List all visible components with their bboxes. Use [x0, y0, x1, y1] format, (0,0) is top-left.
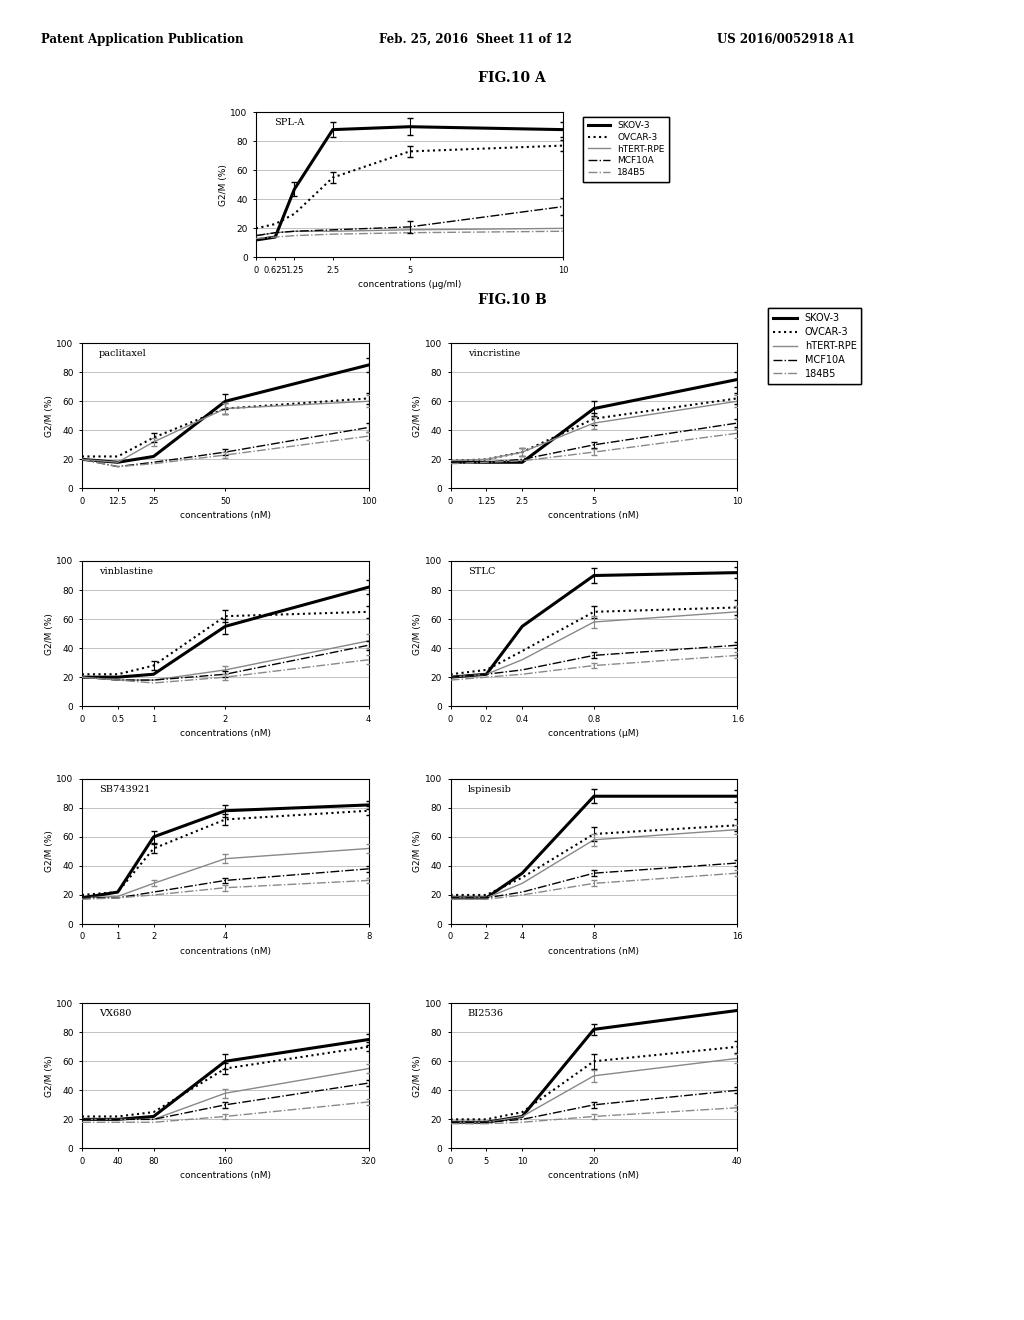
Y-axis label: G2/M (%): G2/M (%): [414, 612, 422, 655]
Y-axis label: G2/M (%): G2/M (%): [45, 1055, 53, 1097]
Text: Patent Application Publication: Patent Application Publication: [41, 33, 244, 46]
Text: SPL-A: SPL-A: [274, 117, 305, 127]
Text: SB743921: SB743921: [99, 784, 151, 793]
Text: VX680: VX680: [99, 1008, 131, 1018]
Text: FIG.10 A: FIG.10 A: [478, 71, 546, 84]
Text: US 2016/0052918 A1: US 2016/0052918 A1: [717, 33, 855, 46]
X-axis label: concentrations (nM): concentrations (nM): [180, 729, 270, 738]
X-axis label: concentrations (nM): concentrations (nM): [180, 946, 270, 956]
Text: vinblastine: vinblastine: [99, 566, 154, 576]
X-axis label: concentrations (nM): concentrations (nM): [549, 1171, 639, 1180]
Y-axis label: G2/M (%): G2/M (%): [414, 830, 422, 873]
Text: STLC: STLC: [468, 566, 496, 576]
Text: paclitaxel: paclitaxel: [99, 348, 146, 358]
X-axis label: concentrations (nM): concentrations (nM): [549, 946, 639, 956]
Y-axis label: G2/M (%): G2/M (%): [45, 830, 53, 873]
Legend: SKOV-3, OVCAR-3, hTERT-RPE, MCF10A, 184B5: SKOV-3, OVCAR-3, hTERT-RPE, MCF10A, 184B…: [583, 116, 670, 182]
Text: lspinesib: lspinesib: [468, 784, 512, 793]
X-axis label: concentrations (nM): concentrations (nM): [180, 511, 270, 520]
X-axis label: concentrations (μM): concentrations (μM): [549, 729, 639, 738]
Y-axis label: G2/M (%): G2/M (%): [219, 164, 227, 206]
Text: Feb. 25, 2016  Sheet 11 of 12: Feb. 25, 2016 Sheet 11 of 12: [379, 33, 571, 46]
Y-axis label: G2/M (%): G2/M (%): [45, 395, 53, 437]
Y-axis label: G2/M (%): G2/M (%): [414, 395, 422, 437]
Text: vincristine: vincristine: [468, 348, 520, 358]
Y-axis label: G2/M (%): G2/M (%): [414, 1055, 422, 1097]
Text: BI2536: BI2536: [468, 1008, 504, 1018]
X-axis label: concentrations (nM): concentrations (nM): [180, 1171, 270, 1180]
X-axis label: concentrations (μg/ml): concentrations (μg/ml): [358, 280, 461, 289]
Y-axis label: G2/M (%): G2/M (%): [45, 612, 53, 655]
Legend: SKOV-3, OVCAR-3, hTERT-RPE, MCF10A, 184B5: SKOV-3, OVCAR-3, hTERT-RPE, MCF10A, 184B…: [768, 309, 861, 384]
X-axis label: concentrations (nM): concentrations (nM): [549, 511, 639, 520]
Text: FIG.10 B: FIG.10 B: [477, 293, 547, 306]
